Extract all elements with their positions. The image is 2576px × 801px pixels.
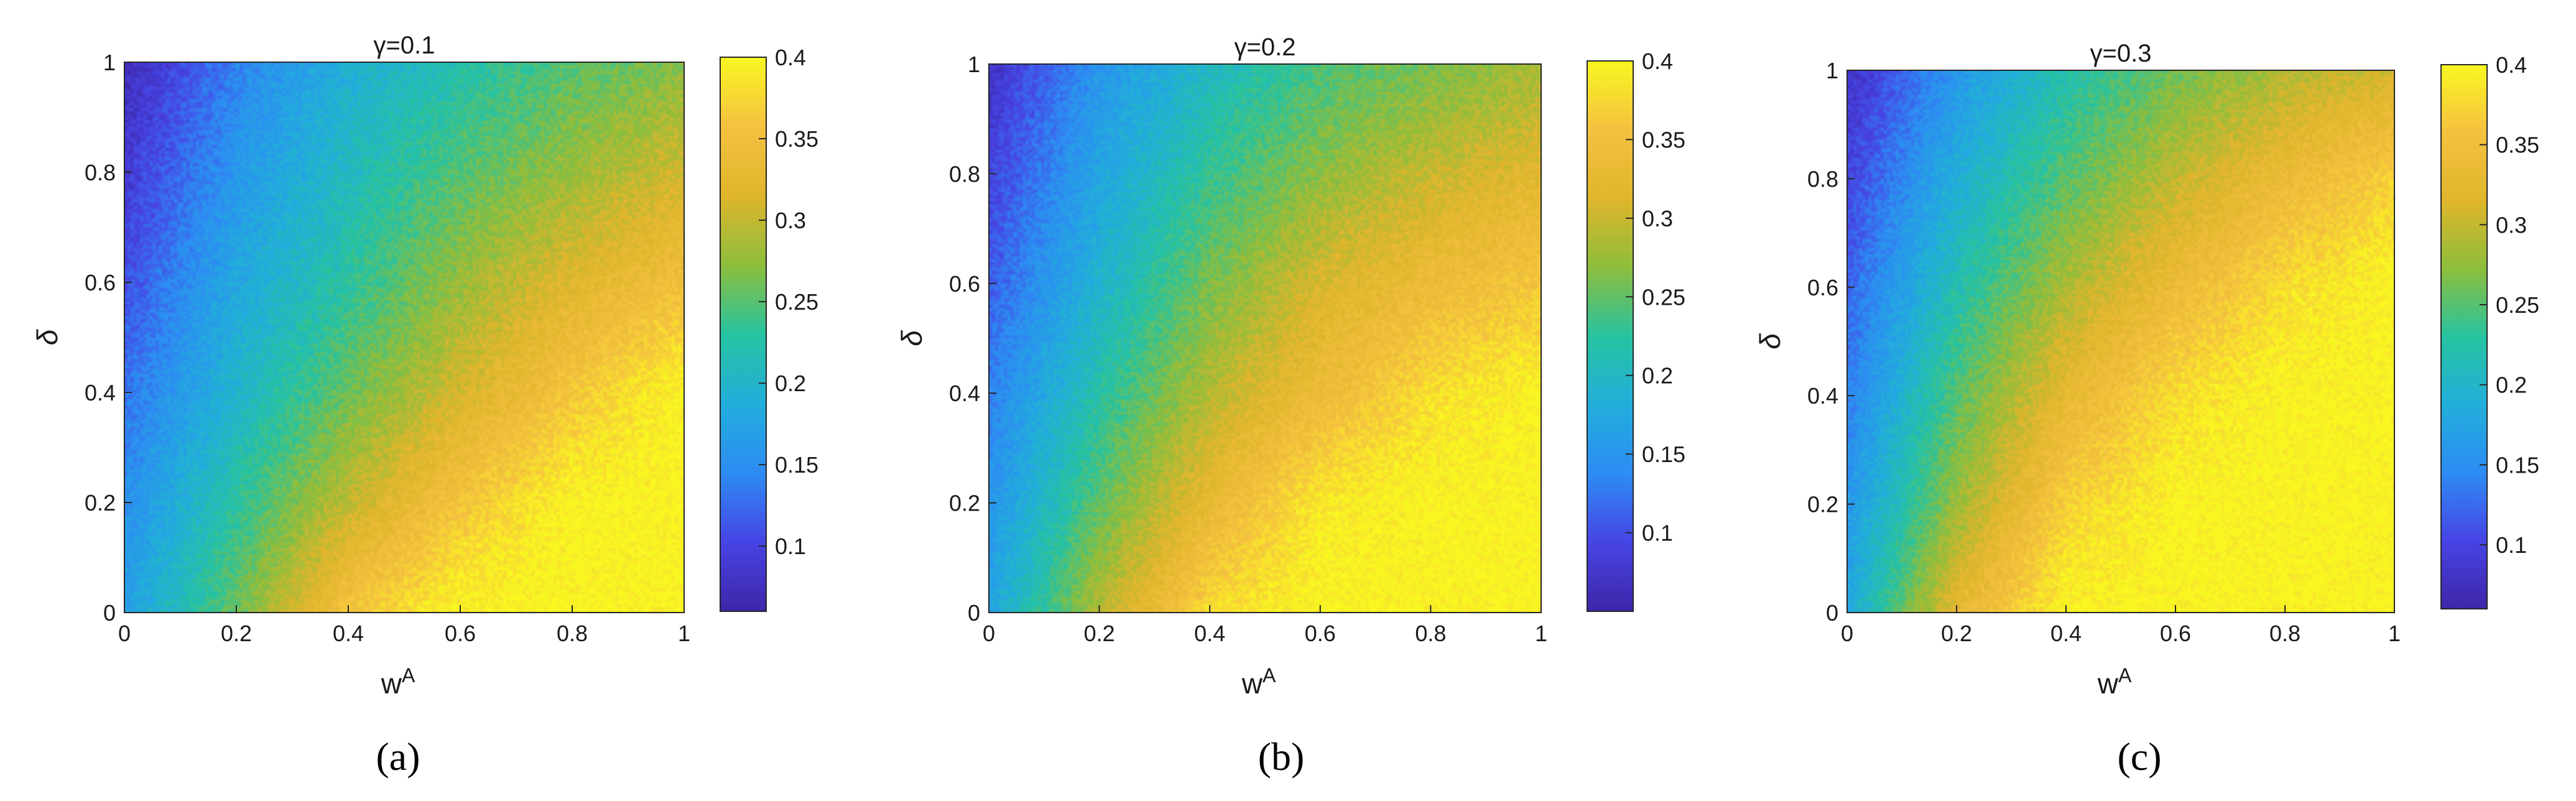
plot-frame <box>1846 70 2395 613</box>
colorbar-tick-label: 0.35 <box>1642 127 1685 152</box>
y-tick-label: 0 <box>1826 600 1838 626</box>
y-tick-label: 0.6 <box>85 270 116 295</box>
x-tick-label: 0.2 <box>1084 621 1115 646</box>
x-tick-label: 0.2 <box>221 621 252 646</box>
x-axis-label-superscript: A <box>2118 664 2132 687</box>
colorbar-tick-label: 0.3 <box>1642 206 1673 231</box>
x-tick-label: 0.4 <box>2050 621 2082 646</box>
colorbar-tick-label: 0.2 <box>775 371 806 396</box>
x-tick-label: 0.8 <box>2269 621 2300 646</box>
chart-panel-b: γ=0.2 (b) 0 0.2 0.4 0.6 0.8 1 0 0.2 0.4 0.6 0.8 1 wA… <box>896 34 1685 779</box>
x-axis-label: wA <box>381 664 415 700</box>
y-tick-label: 0.8 <box>85 160 116 185</box>
y-tick-label: 0.4 <box>1807 383 1838 409</box>
colorbar-tick-label: 0.4 <box>775 45 806 70</box>
chart-panel-a: γ=0.1 (a) 0 0.2 0.4 0.6 0.8 1 0 0.2 0.4 0.6 0.8 1 wA… <box>31 32 818 779</box>
colorbar <box>1587 60 1634 612</box>
heatmap-image <box>1847 70 2394 613</box>
x-tick-label: 0.2 <box>1941 621 1972 646</box>
x-axis-label-base: w <box>1241 667 1263 700</box>
x-axis-label-base: w <box>381 667 402 700</box>
plot-frame <box>124 62 685 613</box>
y-tick-label: 1 <box>968 52 980 77</box>
colorbar-tick-label: 0.4 <box>2496 52 2527 78</box>
x-tick-label: 0.4 <box>1194 621 1225 646</box>
y-tick-label: 0 <box>968 600 980 626</box>
colorbar-tick-label: 0.2 <box>2496 373 2527 398</box>
colorbar-tick-label: 0.3 <box>2496 212 2527 238</box>
colorbar-tick-label: 0.15 <box>1642 442 1685 467</box>
x-tick-label: 0 <box>118 621 131 646</box>
x-tick-label: 0.8 <box>1415 621 1446 646</box>
chart-title: γ=0.2 <box>1235 34 1296 61</box>
y-axis-label: δ <box>896 330 928 346</box>
y-tick-label: 0.4 <box>949 381 980 406</box>
x-tick-label: 0.6 <box>2160 621 2191 646</box>
y-tick-label: 0.2 <box>949 491 980 516</box>
chart-title: γ=0.1 <box>374 32 435 59</box>
x-tick-label: 1 <box>1535 621 1547 646</box>
colorbar-tick-label: 0.1 <box>775 534 806 559</box>
colorbar-tick-label: 0.25 <box>1642 284 1685 310</box>
x-tick-label: 0.6 <box>445 621 476 646</box>
y-tick-label: 1 <box>1826 58 1838 83</box>
x-tick-label: 0.6 <box>1305 621 1336 646</box>
y-tick-label: 0.8 <box>949 161 980 187</box>
colorbar-tick-label: 0.35 <box>775 126 818 152</box>
colorbar-tick-label: 0.15 <box>2496 452 2539 478</box>
heatmap-image <box>124 62 684 613</box>
colorbar-tick-label: 0.25 <box>775 289 818 315</box>
x-axis-label-superscript: A <box>402 664 415 687</box>
y-tick-label: 0 <box>103 600 116 626</box>
y-axis-label: δ <box>1754 333 1786 350</box>
colorbar <box>2440 64 2488 609</box>
panel-label: (a) <box>376 734 420 779</box>
colorbar-tick-label: 0.1 <box>1642 521 1673 546</box>
x-tick-label: 1 <box>678 621 690 646</box>
heatmap-image <box>989 64 1541 613</box>
colorbar <box>720 57 767 612</box>
x-tick-label: 1 <box>2388 621 2401 646</box>
x-axis-label-superscript: A <box>1263 664 1276 687</box>
x-tick-label: 0 <box>1841 621 1853 646</box>
y-tick-label: 0.6 <box>949 271 980 297</box>
y-tick-label: 1 <box>103 50 116 75</box>
colorbar-tick-label: 0.2 <box>1642 363 1673 389</box>
y-tick-label: 0.8 <box>1807 166 1838 192</box>
colorbar-tick-label: 0.3 <box>775 208 806 233</box>
colorbar-tick-label: 0.25 <box>2496 292 2539 318</box>
panel-label: (c) <box>2117 734 2161 779</box>
colorbar-tick-label: 0.15 <box>775 452 818 478</box>
chart-panel-c: γ=0.3 (c) 0 0.2 0.4 0.6 0.8 1 0 0.2 0.4 0.6 0.8 1 wA… <box>1754 40 2539 779</box>
colorbar-tick-label: 0.1 <box>2496 532 2527 558</box>
y-axis-label: δ <box>31 329 63 345</box>
colorbar-tick-label: 0.4 <box>1642 49 1673 74</box>
x-axis-label-base: w <box>2097 667 2119 700</box>
x-tick-label: 0.8 <box>557 621 588 646</box>
y-tick-label: 0.2 <box>1807 492 1838 517</box>
x-axis-label: wA <box>2097 664 2132 700</box>
x-axis-label: wA <box>1241 664 1276 700</box>
chart-title: γ=0.3 <box>2090 40 2152 67</box>
y-tick-label: 0.6 <box>1807 275 1838 300</box>
y-tick-label: 0.2 <box>85 490 116 516</box>
x-tick-label: 0.4 <box>333 621 364 646</box>
x-tick-label: 0 <box>983 621 995 646</box>
plot-frame <box>988 63 1542 613</box>
panel-label: (b) <box>1258 734 1305 779</box>
colorbar-tick-label: 0.35 <box>2496 132 2539 158</box>
y-tick-label: 0.4 <box>85 380 116 405</box>
